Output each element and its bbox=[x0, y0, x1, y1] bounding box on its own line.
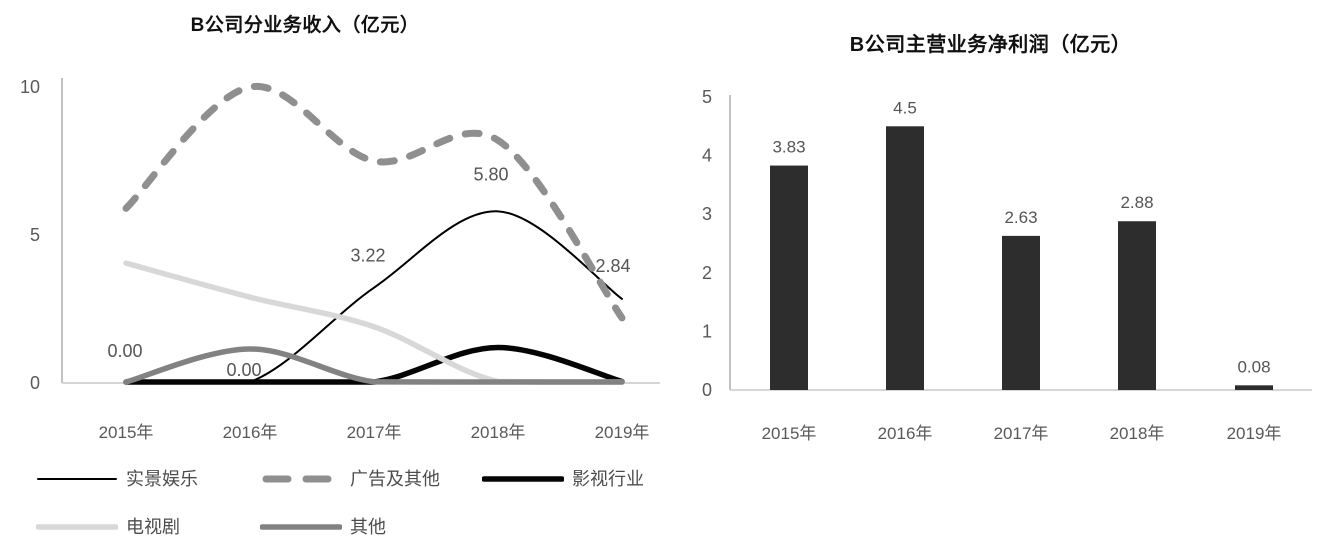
legend-label: 电视剧 bbox=[126, 517, 180, 537]
legend-item-实景娱乐: 实景娱乐 bbox=[36, 469, 198, 489]
left-x-category-label: 2015年 bbox=[99, 423, 154, 442]
legend-label: 实景娱乐 bbox=[126, 469, 198, 489]
bar-value-label: 3.83 bbox=[772, 138, 805, 157]
series-line-3 bbox=[123, 260, 625, 385]
legend-label: 影视行业 bbox=[572, 469, 644, 489]
left-chart-title: B公司分业务收入（亿元） bbox=[190, 15, 420, 36]
right-chart-title: B公司主营业务净利润（亿元） bbox=[849, 34, 1132, 56]
legend-item-其他: 其他 bbox=[260, 517, 386, 537]
bar-value-label: 2.63 bbox=[1004, 208, 1037, 227]
legend-line-swatch bbox=[482, 476, 564, 482]
legend-line-swatch bbox=[37, 478, 117, 480]
bar-2018年 bbox=[1118, 221, 1156, 390]
right-x-category-label: 2017年 bbox=[994, 424, 1049, 443]
right-y-tick-label: 2 bbox=[702, 263, 712, 283]
right-x-category-label: 2015年 bbox=[762, 424, 817, 443]
left-x-category-label: 2016年 bbox=[223, 423, 278, 442]
series-point-label: 0.00 bbox=[107, 341, 142, 361]
right-x-category-label: 2019年 bbox=[1227, 424, 1282, 443]
bar-value-label: 2.88 bbox=[1120, 193, 1153, 212]
right-y-tick-label: 1 bbox=[702, 321, 712, 341]
legend-item-电视剧: 电视剧 bbox=[36, 517, 180, 537]
left-y-tick-label: 0 bbox=[30, 373, 40, 393]
legend-item-影视行业: 影视行业 bbox=[482, 469, 644, 489]
legend-item-广告及其他: 广告及其他 bbox=[260, 469, 440, 489]
left-y-tick-label: 10 bbox=[20, 77, 40, 97]
legend-label: 其他 bbox=[350, 517, 386, 537]
legend-line-swatch bbox=[260, 524, 342, 530]
legend-line-swatch bbox=[36, 524, 118, 530]
series-point-label: 2.84 bbox=[595, 256, 630, 276]
right-y-tick-label: 0 bbox=[702, 380, 712, 400]
bar-2019年 bbox=[1235, 385, 1273, 390]
right-y-tick-label: 3 bbox=[702, 204, 712, 224]
right-x-category-label: 2016年 bbox=[878, 424, 933, 443]
bar-value-label: 0.08 bbox=[1237, 357, 1270, 376]
left-x-category-label: 2017年 bbox=[347, 423, 402, 442]
series-point-label: 0.00 bbox=[226, 360, 261, 380]
bar-value-label: 4.5 bbox=[893, 98, 917, 117]
series-point-label: 5.80 bbox=[473, 164, 508, 184]
right-bar-chart: 0 1 2 3 4 5 2015年 2016年 2017年 2018年 2019年 3.83 4.5 2.… bbox=[702, 87, 1312, 443]
bar-2016年 bbox=[886, 126, 924, 391]
series-line-4 bbox=[123, 346, 625, 385]
left-line-chart: 0 5 10 2015年 2016年 2017年 2018年 2019年 0.00 0.00 3.2… bbox=[20, 77, 660, 442]
left-x-category-label: 2019年 bbox=[595, 423, 650, 442]
left-x-category-label: 2018年 bbox=[471, 423, 526, 442]
series-point-label: 3.22 bbox=[350, 246, 385, 266]
right-x-category-label: 2018年 bbox=[1110, 424, 1165, 443]
bar-2015年 bbox=[770, 165, 808, 390]
legend-line-swatch bbox=[262, 475, 340, 483]
legend-label: 广告及其他 bbox=[350, 469, 440, 489]
series-line-2 bbox=[123, 344, 625, 385]
right-y-tick-label: 5 bbox=[702, 87, 712, 107]
right-y-tick-label: 4 bbox=[702, 146, 712, 166]
bar-2017年 bbox=[1002, 235, 1040, 390]
series-line-1 bbox=[122, 83, 626, 322]
left-y-tick-label: 5 bbox=[30, 225, 40, 245]
